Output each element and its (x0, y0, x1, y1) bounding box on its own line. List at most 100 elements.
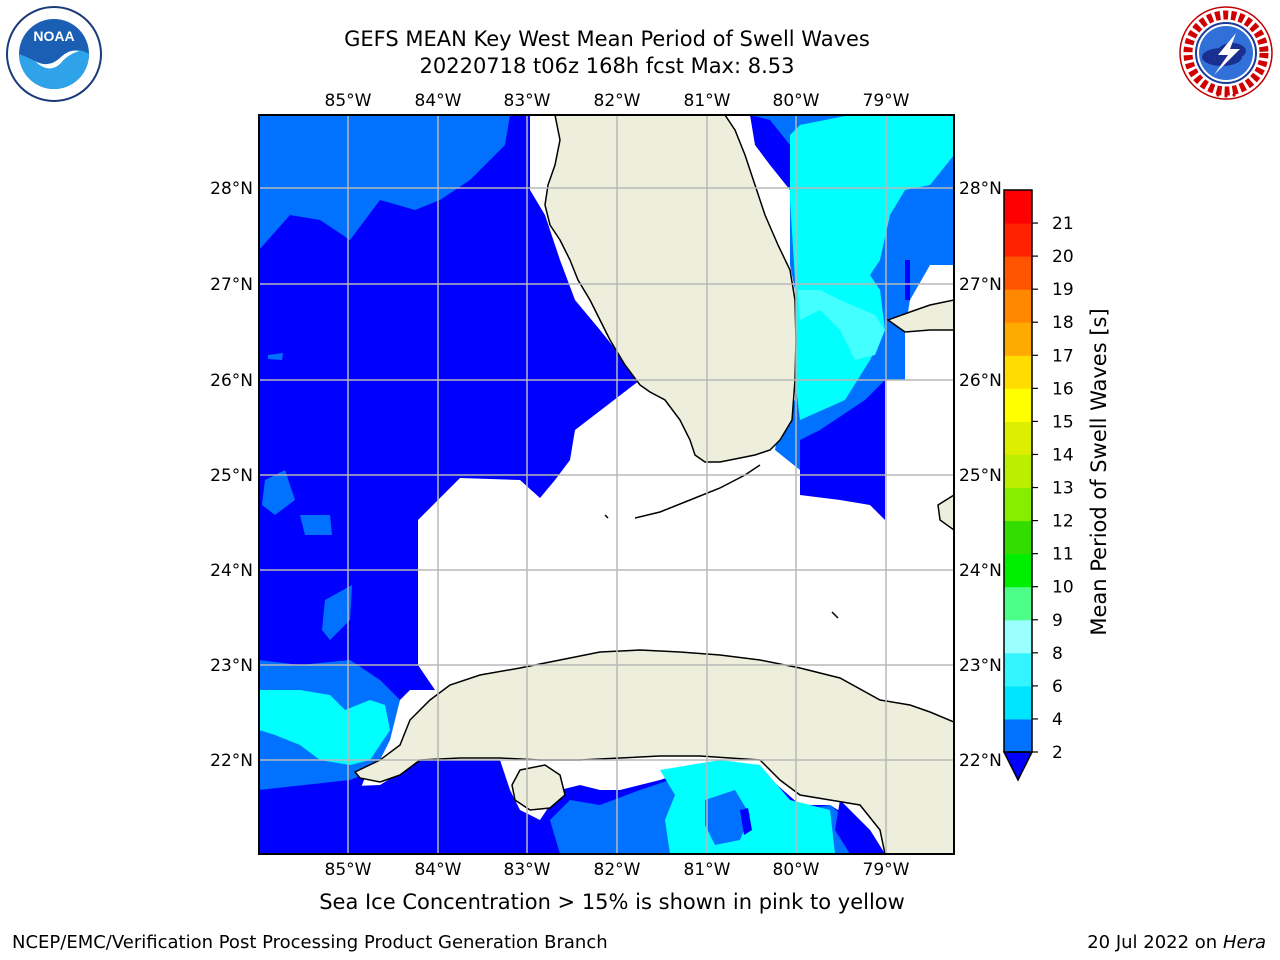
map-subtitle: 20220718 t06z 168h fcst Max: 8.53 (419, 54, 795, 78)
colorbar-tick-label: 11 (1052, 545, 1074, 565)
colorbar-segment (1004, 619, 1032, 654)
florida-keys (634, 464, 761, 519)
lon-label-bottom: 85°W (325, 860, 372, 880)
swell-contour-deep-blue-atlantic-strip (905, 260, 910, 300)
lon-label-top: 84°W (415, 91, 462, 111)
lon-labels-top: 85°W 84°W 83°W 82°W 81°W 80°W 79°W (325, 91, 910, 111)
swell-contour-mid-blue-blob1 (262, 470, 295, 515)
lat-label-right: 24°N (959, 561, 1002, 581)
colorbar-segment (1004, 322, 1032, 356)
lon-label-bottom: 79°W (863, 860, 910, 880)
lat-label-right: 26°N (959, 371, 1002, 391)
colorbar-segment (1004, 487, 1032, 522)
cay-sal (831, 611, 839, 619)
colorbar-segment (1004, 256, 1032, 290)
isle-of-youth-land (511, 764, 566, 811)
lon-label-top: 81°W (684, 91, 731, 111)
swell-contour-cyan-atlantic (790, 115, 954, 420)
lon-label-top: 79°W (863, 91, 910, 111)
colorbar-segment (1004, 421, 1032, 455)
bahamas-land-north (886, 299, 954, 333)
date-text: 20 Jul 2022 on (1087, 932, 1218, 953)
colorbar-segment (1004, 289, 1032, 323)
lat-labels-left: 28°N 27°N 26°N 25°N 24°N 23°N 22°N (210, 179, 253, 771)
map-plot-area (259, 115, 954, 854)
colorbar-tick-label: 19 (1052, 280, 1074, 300)
lon-label-top: 82°W (594, 91, 641, 111)
colorbar-segment (1004, 718, 1032, 753)
lon-label-bottom: 83°W (504, 860, 551, 880)
lat-label-right: 27°N (959, 275, 1002, 295)
lat-label-right: 28°N (959, 179, 1002, 199)
colorbar-segment (1004, 388, 1032, 422)
lat-label-left: 22°N (210, 751, 253, 771)
colorbar-tick-label: 8 (1052, 644, 1063, 664)
lon-labels-bottom: 85°W 84°W 83°W 82°W 81°W 80°W 79°W (325, 860, 910, 880)
lat-label-right: 25°N (959, 466, 1002, 486)
colorbar-segment (1004, 652, 1032, 687)
swell-contour-mid-blue-blob3 (322, 585, 352, 640)
swell-contour-deep-blue-nw-atlantic (750, 115, 790, 190)
colorbar-tick-label: 10 (1052, 578, 1074, 598)
sea-ice-note: Sea Ice Concentration > 15% is shown in … (319, 890, 905, 914)
colorbar-segment (1004, 355, 1032, 389)
lat-label-left: 27°N (210, 275, 253, 295)
map-frame (258, 114, 955, 855)
swell-contour-mid-blue-blob2 (300, 515, 332, 535)
map-grid (259, 115, 954, 854)
date-credit: 20 Jul 2022 on Hera (1087, 932, 1266, 953)
bahamas-land-east (937, 494, 954, 531)
nws-logo (1179, 6, 1273, 100)
lon-label-top: 83°W (504, 91, 551, 111)
colorbar-tick-label: 21 (1052, 214, 1074, 234)
swell-contour-mid-blue-inner-south (705, 790, 750, 845)
swell-contour-light-cyan-atlantic (798, 290, 885, 360)
lon-label-bottom: 82°W (594, 860, 641, 880)
lat-label-right: 23°N (959, 656, 1002, 676)
colorbar-segment (1004, 190, 1032, 224)
lon-label-top: 80°W (773, 91, 820, 111)
swell-contour-cyan-south-cuba (660, 760, 835, 854)
colorbar: 2 4 6 8 9 10 11 12 13 14 15 16 17 18 19 20 21 (1002, 189, 1074, 782)
swell-contour-deep-blue-atlantic (800, 380, 885, 520)
colorbar-tick-label: 16 (1052, 379, 1074, 399)
swell-contour-mid-blue-blob4 (268, 353, 283, 360)
noaa-logo-text: NOAA (33, 28, 74, 44)
colorbar-tick-label: 15 (1052, 412, 1074, 432)
swell-contour-deep-blue-inner-south (740, 808, 752, 835)
lon-label-bottom: 81°W (684, 860, 731, 880)
colorbar-tick-label: 18 (1052, 313, 1074, 333)
colorbar-tick-label: 20 (1052, 247, 1074, 267)
lat-label-left: 28°N (210, 179, 253, 199)
colorbar-tick-label: 14 (1052, 445, 1074, 465)
colorbar-segment (1004, 223, 1032, 257)
map-title: GEFS MEAN Key West Mean Period of Swell … (344, 27, 870, 51)
florida-land (544, 115, 797, 463)
lon-label-top: 85°W (325, 91, 372, 111)
branch-credit: NCEP/EMC/Verification Post Processing Pr… (12, 932, 608, 953)
lat-label-left: 25°N (210, 466, 253, 486)
colorbar-segment (1004, 553, 1032, 588)
colorbar-segment (1004, 520, 1032, 555)
lat-label-left: 24°N (210, 561, 253, 581)
colorbar-segment (1004, 685, 1032, 720)
colorbar-tick-label: 13 (1052, 479, 1074, 499)
machine-name: Hera (1222, 932, 1266, 953)
swell-contour-cyan-west-cuba (259, 690, 390, 765)
dry-tortugas (604, 514, 609, 519)
colorbar-tick-label: 9 (1052, 611, 1063, 631)
lon-label-bottom: 80°W (773, 860, 820, 880)
lon-label-bottom: 84°W (415, 860, 462, 880)
colorbar-under-triangle (1002, 751, 1034, 782)
colorbar-tick-label: 2 (1052, 743, 1063, 763)
lat-label-right: 22°N (959, 751, 1002, 771)
colorbar-segment (1004, 454, 1032, 489)
swell-contour-deep-blue-se-corner (835, 800, 885, 854)
lat-labels-right: 28°N 27°N 26°N 25°N 24°N 23°N 22°N (959, 179, 1002, 771)
colorbar-tick-label: 17 (1052, 346, 1074, 366)
colorbar-tick-label: 6 (1052, 677, 1063, 697)
swell-contour-mid-blue-north (259, 115, 510, 250)
noaa-logo: NOAA (6, 6, 102, 102)
colorbar-tick-label: 12 (1052, 512, 1074, 532)
colorbar-outline (1003, 189, 1033, 753)
